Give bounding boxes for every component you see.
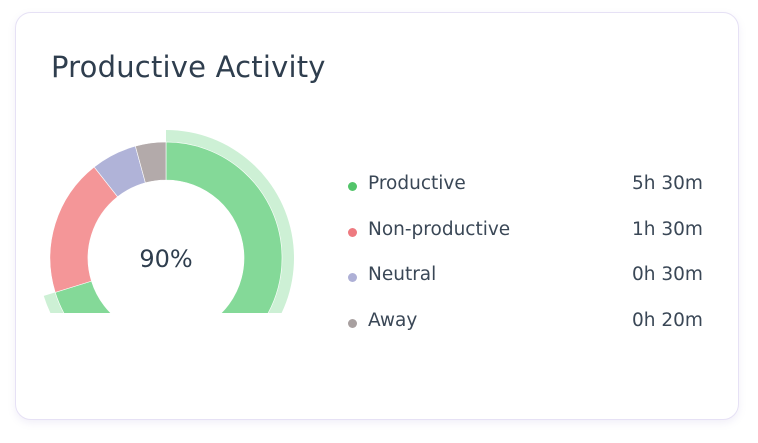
- neutral-dot-icon: [348, 273, 357, 283]
- donut-slice-away[interactable]: [134, 141, 167, 184]
- chart-legend: Productive 5h 30m Non-productive 1h 30m …: [348, 173, 708, 355]
- legend-duration: 0h 20m: [632, 309, 703, 331]
- non-productive-dot-icon: [348, 227, 357, 237]
- legend-duration: 1h 30m: [632, 218, 703, 240]
- donut-slice-productive[interactable]: [54, 141, 283, 313]
- legend-item-productive[interactable]: Productive 5h 30m: [348, 173, 708, 219]
- productive-activity-card: Productive Activity 90% Productive 5h 30…: [15, 12, 739, 420]
- legend-label: Productive: [368, 173, 466, 194]
- legend-item-non-productive[interactable]: Non-productive 1h 30m: [348, 219, 708, 265]
- donut-center-label: 90%: [139, 245, 192, 273]
- card-title: Productive Activity: [51, 50, 326, 84]
- productive-dot-icon: [348, 182, 357, 191]
- donut-slice-non-productive[interactable]: [49, 166, 119, 293]
- legend-duration: 0h 30m: [632, 264, 703, 286]
- legend-label: Away: [368, 309, 418, 331]
- legend-item-neutral[interactable]: Neutral 0h 30m: [348, 264, 708, 310]
- legend-label: Neutral: [368, 264, 437, 286]
- away-dot-icon: [348, 318, 357, 328]
- legend-label: Non-productive: [368, 218, 511, 240]
- donut-chart: 90%: [43, 130, 294, 313]
- legend-item-away[interactable]: Away 0h 20m: [348, 310, 708, 356]
- legend-duration: 5h 30m: [632, 173, 703, 194]
